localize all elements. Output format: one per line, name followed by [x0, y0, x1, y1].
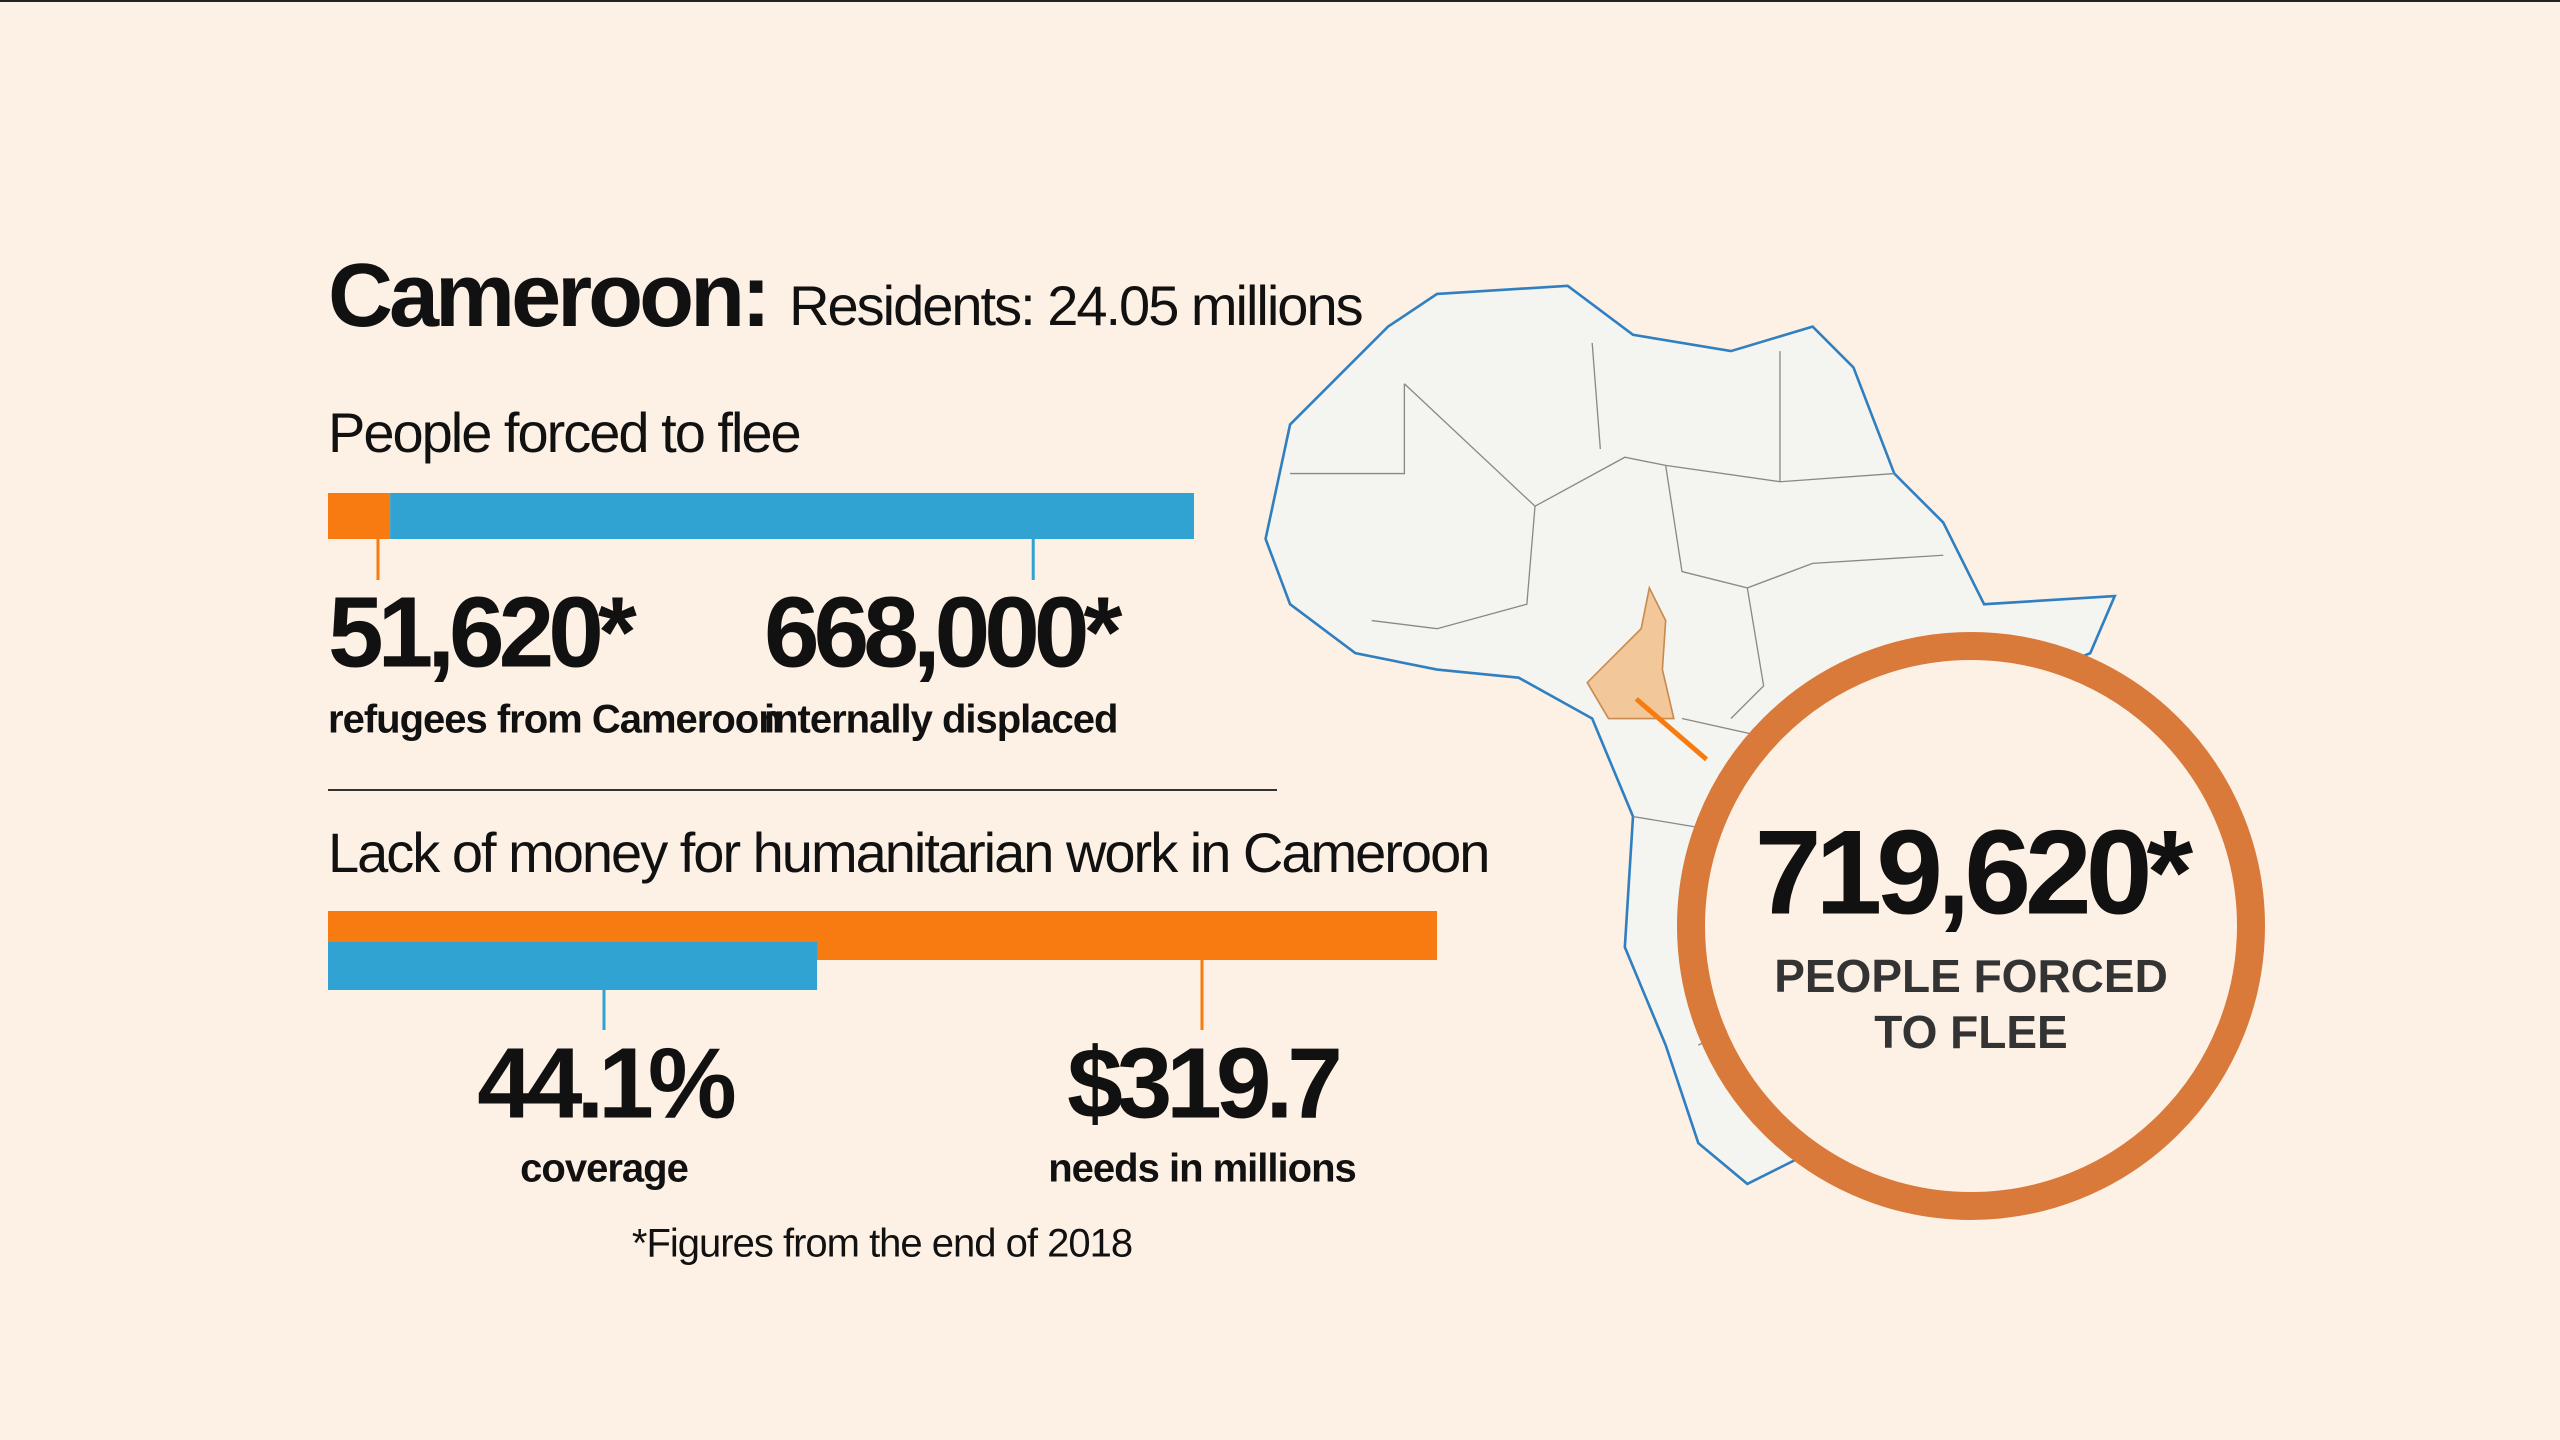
- footnote: *Figures from the end of 2018: [632, 1222, 1132, 1266]
- callout-circle: [1677, 632, 2265, 1220]
- bar-segment: [390, 493, 1194, 539]
- subtitle: Residents: 24.05 millions: [789, 274, 1362, 337]
- bar: [328, 942, 818, 990]
- title: Cameroon:: [328, 246, 767, 346]
- figure-caption: coverage: [520, 1147, 688, 1191]
- callout-caption: PEOPLE FORCED: [1774, 950, 2168, 1002]
- figure: 51,620*: [328, 576, 637, 688]
- callout-connector: [1634, 697, 1709, 762]
- figure: 44.1%: [477, 1027, 735, 1139]
- bar-segment: [328, 493, 391, 539]
- cameroon: [1586, 585, 1675, 720]
- figure: 668,000*: [764, 576, 1122, 688]
- figure-caption: refugees from Cameroon: [328, 698, 782, 742]
- continent: [1264, 284, 2117, 1186]
- callout-value: 719,620*: [1755, 806, 2194, 940]
- section-heading: People forced to flee: [328, 401, 800, 464]
- figure: $319.7: [1067, 1027, 1339, 1139]
- section-heading: Lack of money for humanitarian work in C…: [328, 821, 1488, 884]
- figure-caption: internally displaced: [764, 698, 1117, 742]
- callout-caption: TO FLEE: [1874, 1006, 2067, 1058]
- figure-caption: needs in millions: [1048, 1147, 1356, 1191]
